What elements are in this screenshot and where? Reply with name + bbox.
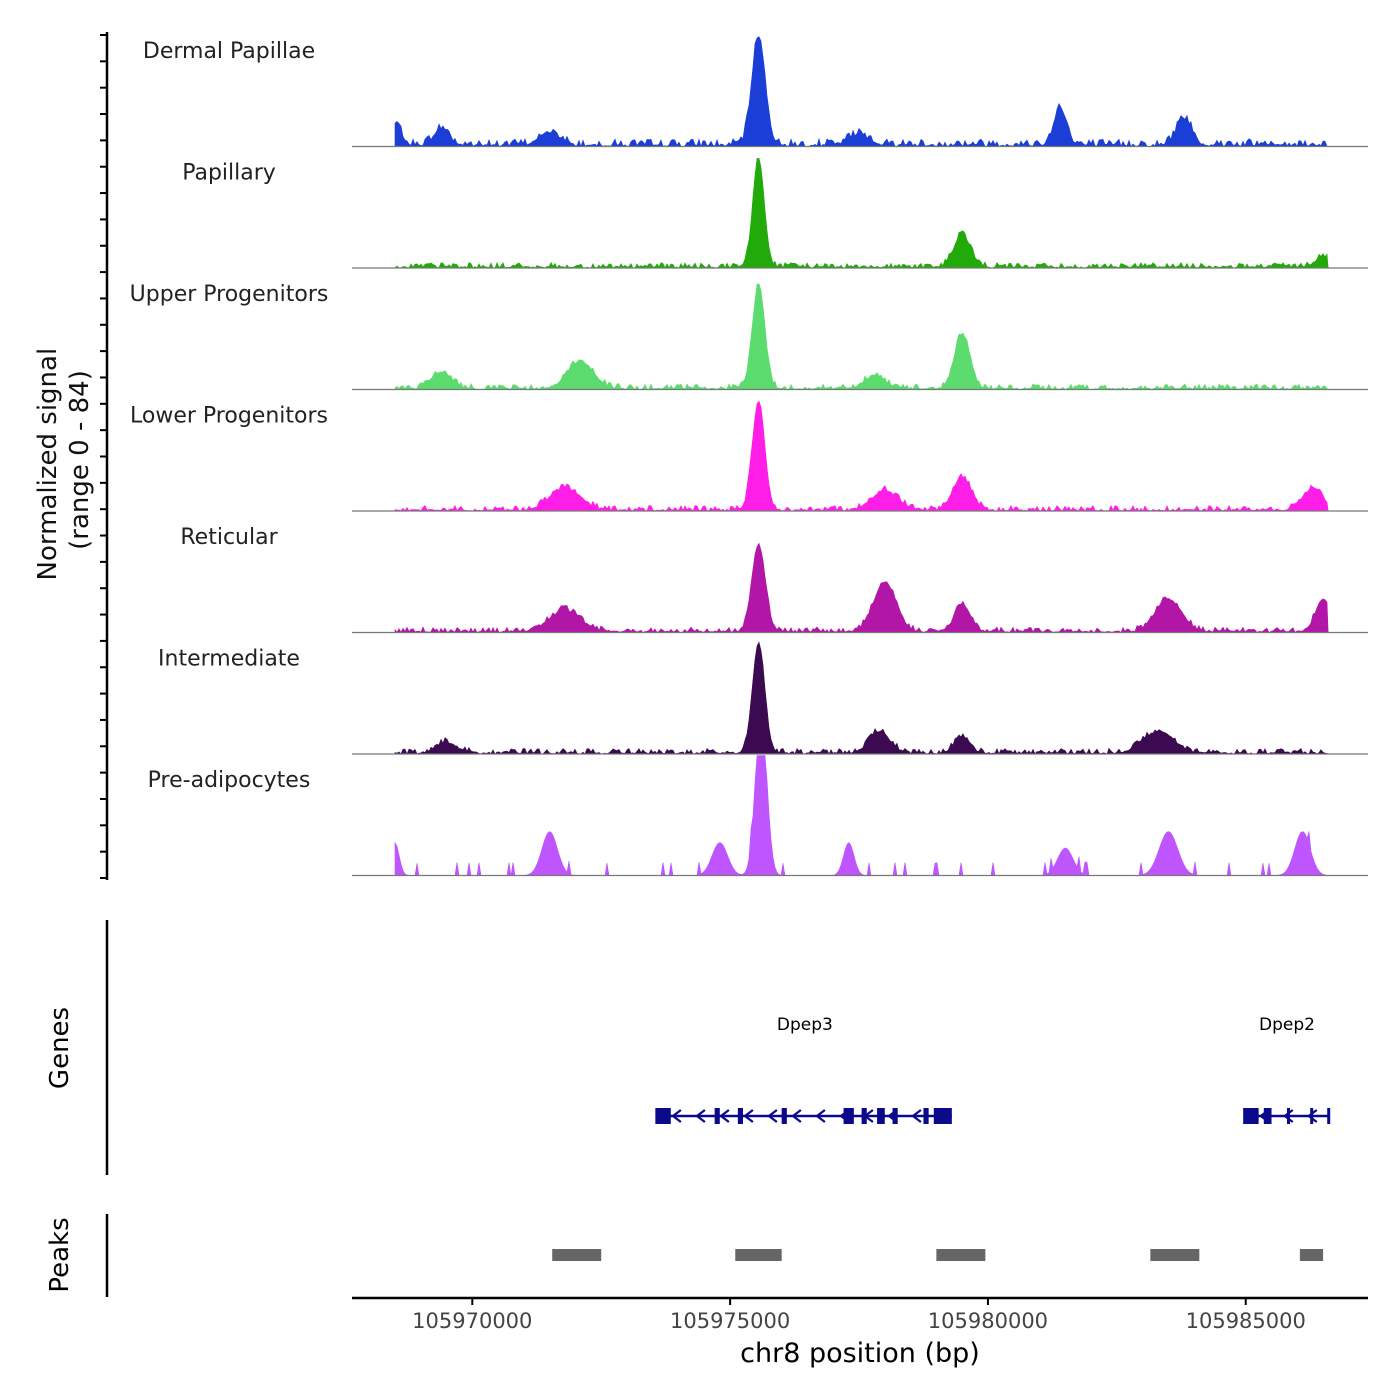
gene-exon xyxy=(1263,1108,1272,1124)
x-axis: 105970000 105975000 105980000 105985000 xyxy=(352,1296,1368,1333)
peak-region xyxy=(936,1249,986,1261)
track-label: Reticular xyxy=(180,525,278,550)
track-reticular: Reticular xyxy=(180,525,1368,634)
x-tick-label: 105975000 xyxy=(670,1309,790,1333)
track-label: Pre-adipocytes xyxy=(148,768,311,793)
track-lower-progenitors: Lower Progenitors xyxy=(130,400,1368,512)
track-label: Lower Progenitors xyxy=(130,403,328,428)
strand-arrow xyxy=(815,1109,826,1123)
gene-exon xyxy=(714,1108,720,1124)
signal-area xyxy=(394,157,1329,269)
gene-label: Dpep2 xyxy=(1259,1015,1315,1035)
gene-exon xyxy=(877,1108,885,1124)
track-intermediate: Intermediate xyxy=(158,641,1368,755)
signal-y-axis xyxy=(100,32,109,880)
track-upper-progenitors: Upper Progenitors xyxy=(130,282,1368,391)
gene-exon xyxy=(861,1108,867,1124)
x-tick-label: 105985000 xyxy=(1186,1309,1306,1333)
gene-exon xyxy=(655,1108,671,1124)
signal-area xyxy=(394,641,1329,755)
signal-tracks: Dermal Papillae Papillary Upper Progenitor… xyxy=(130,36,1368,877)
strand-arrow xyxy=(719,1109,730,1123)
gene-label: Dpep3 xyxy=(777,1015,833,1035)
peaks-track xyxy=(552,1249,1324,1261)
x-tick-label: 105980000 xyxy=(928,1309,1048,1333)
x-tick-label: 105970000 xyxy=(412,1309,532,1333)
track-dermal-papillae: Dermal Papillae xyxy=(143,36,1368,148)
gene-exon xyxy=(1243,1108,1259,1124)
signal-area xyxy=(394,400,1329,512)
signal-area xyxy=(394,542,1329,634)
strand-arrow xyxy=(695,1109,706,1123)
peak-region xyxy=(1299,1249,1324,1261)
strand-arrow xyxy=(1306,1109,1318,1123)
strand-arrow xyxy=(791,1109,802,1123)
x-axis-label: chr8 position (bp) xyxy=(740,1338,980,1369)
track-pre-adipocytes: Pre-adipocytes xyxy=(148,755,1368,877)
strand-arrow xyxy=(743,1109,754,1123)
genes-track-label: Genes xyxy=(45,1007,75,1089)
peak-region xyxy=(552,1249,602,1261)
gene-exon xyxy=(1286,1108,1290,1124)
gene-track: Dpep3 Dpep2 xyxy=(655,1015,1331,1124)
gene-exon xyxy=(737,1108,744,1124)
gene-exon xyxy=(843,1108,854,1124)
strand-arrow xyxy=(671,1109,682,1123)
signal-area xyxy=(394,755,1329,876)
gene-exon xyxy=(1310,1108,1314,1124)
gene-exon xyxy=(933,1108,952,1124)
track-label: Dermal Papillae xyxy=(143,39,315,64)
y-axis-label: Normalized signal (range 0 - 84) xyxy=(33,340,95,581)
track-label: Papillary xyxy=(182,160,276,185)
gene-exon xyxy=(923,1108,929,1124)
signal-area xyxy=(394,283,1330,390)
peak-region xyxy=(1150,1249,1200,1261)
track-label: Intermediate xyxy=(158,646,300,671)
gene-dpep2: Dpep2 xyxy=(1243,1015,1331,1124)
track-papillary: Papillary xyxy=(182,157,1368,269)
signal-area xyxy=(394,36,1329,148)
strand-arrow xyxy=(767,1109,778,1123)
peaks-track-label: Peaks xyxy=(45,1217,75,1292)
peak-region xyxy=(735,1249,782,1261)
gene-exon xyxy=(1327,1108,1331,1124)
strand-arrow xyxy=(911,1109,922,1123)
strand-arrow xyxy=(1282,1109,1294,1123)
gene-exon xyxy=(892,1108,898,1124)
track-label: Upper Progenitors xyxy=(130,282,329,307)
gene-exon xyxy=(781,1108,787,1124)
gene-dpep3: Dpep3 xyxy=(655,1015,952,1124)
